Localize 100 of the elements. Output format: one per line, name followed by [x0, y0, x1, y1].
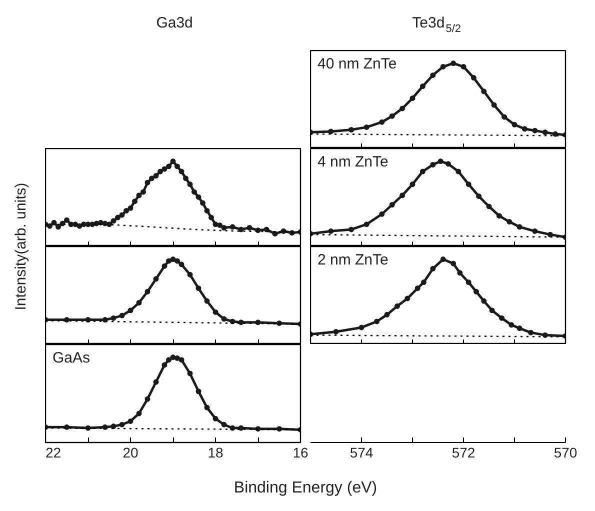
- point: [440, 64, 446, 70]
- point: [110, 315, 116, 321]
- point: [200, 200, 206, 206]
- point: [445, 161, 451, 167]
- point: [489, 308, 495, 314]
- x-axis-title: Binding Energy (eV): [234, 480, 378, 496]
- point: [410, 182, 416, 188]
- point: [170, 158, 176, 164]
- point: [466, 280, 472, 286]
- point: [328, 128, 334, 134]
- point: [153, 173, 159, 179]
- point: [364, 124, 370, 130]
- point: [174, 164, 180, 170]
- point: [389, 202, 395, 208]
- point: [136, 300, 142, 306]
- point: [47, 223, 52, 229]
- point: [255, 228, 261, 234]
- point: [430, 72, 436, 78]
- point: [246, 225, 252, 230]
- point: [384, 312, 390, 318]
- x-tick-label: 22: [46, 444, 62, 460]
- annotation: 2 nm ZnTe: [318, 252, 388, 268]
- point: [542, 130, 548, 136]
- point: [364, 222, 370, 228]
- point: [128, 205, 134, 211]
- annotation: GaAs: [52, 350, 90, 366]
- point: [183, 176, 188, 182]
- point: [400, 192, 406, 198]
- point: [358, 324, 364, 330]
- point: [496, 213, 502, 219]
- point: [532, 228, 538, 234]
- chart-title: Ga3d: [156, 14, 193, 32]
- point: [420, 84, 426, 90]
- point: [187, 272, 193, 278]
- point: [450, 60, 456, 66]
- point: [115, 214, 120, 220]
- point: [64, 217, 70, 223]
- point: [552, 131, 558, 137]
- point: [144, 288, 150, 294]
- y-axis-title: Intensity(arb. units): [12, 182, 30, 310]
- point: [174, 258, 180, 264]
- point: [178, 262, 184, 268]
- point: [476, 193, 482, 199]
- point: [196, 286, 202, 291]
- point: [196, 194, 202, 200]
- point: [506, 219, 512, 225]
- point: [221, 225, 227, 230]
- point: [440, 256, 446, 262]
- point: [508, 322, 514, 328]
- point: [102, 317, 108, 323]
- point: [187, 182, 193, 188]
- point: [255, 320, 261, 326]
- point: [420, 168, 426, 174]
- point: [502, 114, 508, 120]
- point: [457, 270, 463, 276]
- point: [474, 288, 479, 294]
- point: [217, 222, 222, 228]
- annotation: 40 nm ZnTe: [318, 56, 397, 72]
- point: [158, 168, 163, 174]
- point: [414, 286, 420, 291]
- x-tick-label: 16: [292, 444, 308, 460]
- point: [379, 211, 385, 217]
- point: [374, 318, 380, 324]
- point: [280, 228, 286, 234]
- point: [140, 189, 146, 195]
- point: [379, 119, 385, 125]
- point: [238, 226, 244, 232]
- point: [450, 260, 456, 266]
- point: [221, 316, 227, 322]
- point: [466, 182, 472, 188]
- point: [64, 317, 70, 323]
- x-tick-label: 570: [554, 444, 578, 460]
- point: [192, 189, 197, 195]
- point: [348, 127, 354, 132]
- point: [438, 158, 444, 164]
- point: [149, 176, 154, 182]
- point: [204, 208, 210, 214]
- point: [410, 95, 416, 101]
- point: [162, 263, 168, 269]
- point: [394, 303, 400, 309]
- point: [166, 258, 172, 264]
- point: [56, 224, 61, 230]
- point: [512, 122, 518, 128]
- point: [212, 309, 218, 315]
- point: [430, 266, 436, 272]
- point: [119, 212, 125, 218]
- point: [481, 298, 487, 304]
- annotation: 4 nm ZnTe: [318, 154, 388, 170]
- point: [119, 312, 125, 318]
- point: [204, 298, 210, 304]
- x-tick-label: 574: [350, 444, 374, 460]
- point: [516, 224, 522, 230]
- point: [333, 328, 339, 334]
- point: [491, 102, 497, 108]
- point: [430, 162, 436, 168]
- point: [238, 320, 244, 326]
- point: [400, 106, 406, 112]
- point: [128, 308, 134, 314]
- point: [481, 88, 487, 94]
- point: [420, 280, 426, 286]
